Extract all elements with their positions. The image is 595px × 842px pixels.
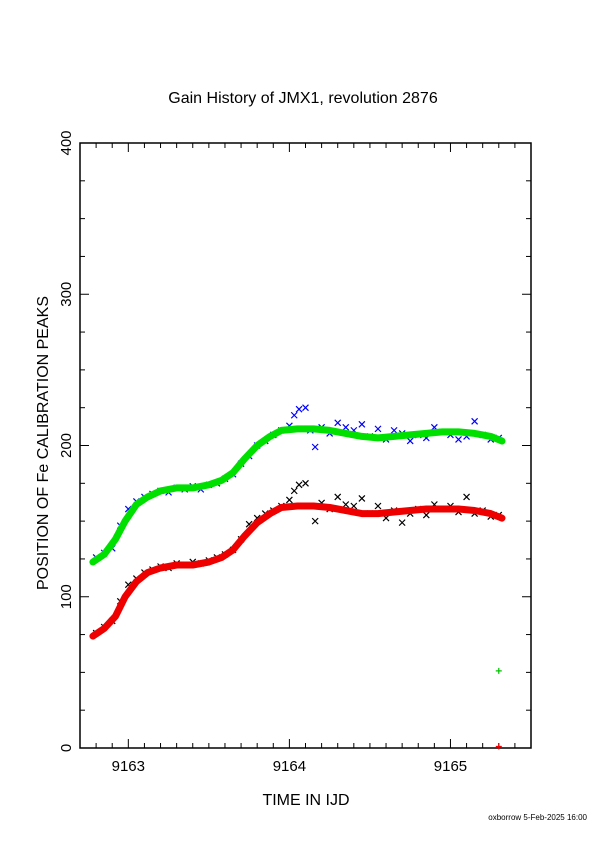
data-point (342, 501, 350, 508)
data-point (295, 405, 303, 413)
data-point (334, 419, 342, 427)
x-tick-label: 9165 (434, 758, 467, 775)
data-point (334, 493, 342, 501)
fit-curve (89, 502, 506, 640)
y-tick-label: 0 (58, 744, 75, 752)
data-point (342, 423, 350, 431)
y-axis-label: POSITION OF Fe CALIBRATION PEAKS (35, 296, 52, 590)
data-point (302, 404, 309, 412)
data-point (358, 420, 366, 428)
y-tick-label: 100 (58, 584, 75, 609)
data-series (89, 404, 506, 750)
data-point (422, 511, 430, 519)
x-tick-label: 9163 (112, 758, 145, 775)
axis-ticks (80, 142, 532, 749)
data-point (290, 487, 298, 495)
data-point (285, 496, 293, 504)
y-tick-label: 300 (58, 282, 75, 307)
x-tick-label: 9164 (273, 758, 306, 775)
data-point (311, 517, 319, 525)
data-point (398, 519, 406, 527)
data-point (374, 502, 382, 510)
data-point (295, 481, 303, 489)
fit-curve (89, 425, 506, 566)
series-5-scatter (495, 743, 502, 750)
series-4-scatter (495, 667, 502, 674)
data-point (374, 425, 382, 433)
plot-frame (79, 142, 532, 749)
series-3-line (89, 502, 506, 640)
x-tick-labels: 9163 9164 9165 (112, 758, 468, 775)
data-point (311, 443, 319, 451)
y-tick-label: 400 (58, 130, 75, 155)
data-point (471, 417, 479, 425)
y-tick-labels: 0 100 200 300 400 (58, 130, 75, 752)
data-point (406, 437, 414, 445)
footer-stamp: oxborrow 5-Feb-2025 16:00 (488, 813, 587, 822)
data-point (358, 495, 366, 502)
data-point (495, 667, 502, 674)
data-point (495, 743, 502, 750)
data-point (302, 479, 309, 487)
data-point (463, 493, 470, 501)
y-tick-label: 200 (58, 433, 75, 458)
series-2-line (89, 425, 506, 566)
data-point (455, 436, 462, 443)
data-point (290, 411, 298, 419)
data-point (390, 426, 398, 434)
x-axis-label: TIME IN IJD (262, 792, 349, 809)
data-point (350, 502, 358, 510)
chart-title: Gain History of JMX1, revolution 2876 (168, 90, 438, 107)
